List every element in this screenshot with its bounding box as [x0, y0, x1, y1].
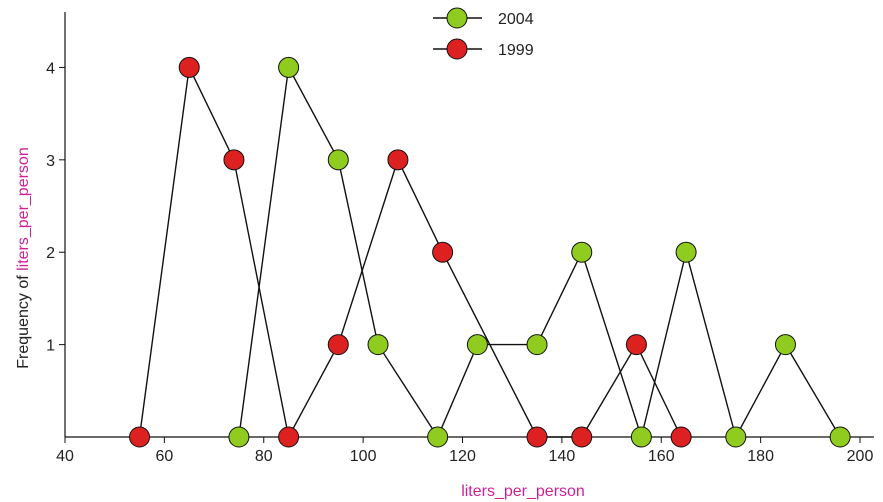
data-point-1999: [327, 334, 349, 356]
y-tick-label: 4: [46, 60, 55, 77]
data-point-2004: [278, 56, 300, 78]
series-line-1999: [138, 64, 682, 440]
y-axis-title-variable: liters_per_person: [15, 147, 32, 271]
legend-label-2004: 2004: [498, 11, 534, 28]
data-point-1999: [223, 149, 245, 171]
x-tick-label: 200: [847, 448, 874, 465]
series-line-2004: [238, 65, 841, 440]
y-axis-title: Frequency of liters_per_person: [15, 147, 32, 368]
data-point-1999: [571, 426, 593, 448]
x-tick-label: 40: [56, 448, 74, 465]
data-point-1999: [670, 426, 692, 448]
data-point-2004: [829, 426, 851, 448]
data-point-2004: [327, 149, 349, 171]
data-point-2004: [725, 426, 747, 448]
y-axis-title-prefix: Frequency of: [15, 271, 32, 369]
x-tick-label: 100: [350, 448, 377, 465]
data-point-2004: [427, 426, 449, 448]
x-tick-label: 80: [255, 448, 273, 465]
data-point-2004: [675, 241, 697, 263]
data-point-1999: [526, 426, 548, 448]
data-point-1999: [432, 241, 454, 263]
data-point-1999: [625, 334, 647, 356]
data-point-2004: [774, 334, 796, 356]
data-point-1999: [278, 426, 300, 448]
data-point-2004: [571, 241, 593, 263]
series-lines: [138, 64, 841, 440]
legend-label-1999: 1999: [498, 42, 534, 59]
data-point-1999: [129, 426, 151, 448]
axes: 40 60 80 100 120 140 160 180 200 1 2 3 4: [46, 12, 874, 465]
legend-marker-1999: [446, 38, 468, 60]
data-point-2004: [466, 334, 488, 356]
x-tick-label: 60: [155, 448, 173, 465]
series-markers: [129, 56, 851, 448]
x-tick-label: 120: [449, 448, 476, 465]
data-point-2004: [630, 426, 652, 448]
y-tick-label: 1: [46, 338, 55, 355]
x-tick-label: 180: [747, 448, 774, 465]
data-point-2004: [526, 334, 548, 356]
y-tick-label: 3: [46, 153, 55, 170]
legend-marker-2004: [446, 7, 468, 29]
data-point-2004: [228, 426, 250, 448]
y-tick-label: 2: [46, 245, 55, 262]
data-point-1999: [387, 149, 409, 171]
data-point-2004: [367, 334, 389, 356]
legend: 2004 1999: [433, 7, 534, 60]
data-point-1999: [178, 56, 200, 78]
x-tick-label: 140: [549, 448, 576, 465]
x-tick-label: 160: [648, 448, 675, 465]
x-axis-title: liters_per_person: [461, 483, 585, 500]
